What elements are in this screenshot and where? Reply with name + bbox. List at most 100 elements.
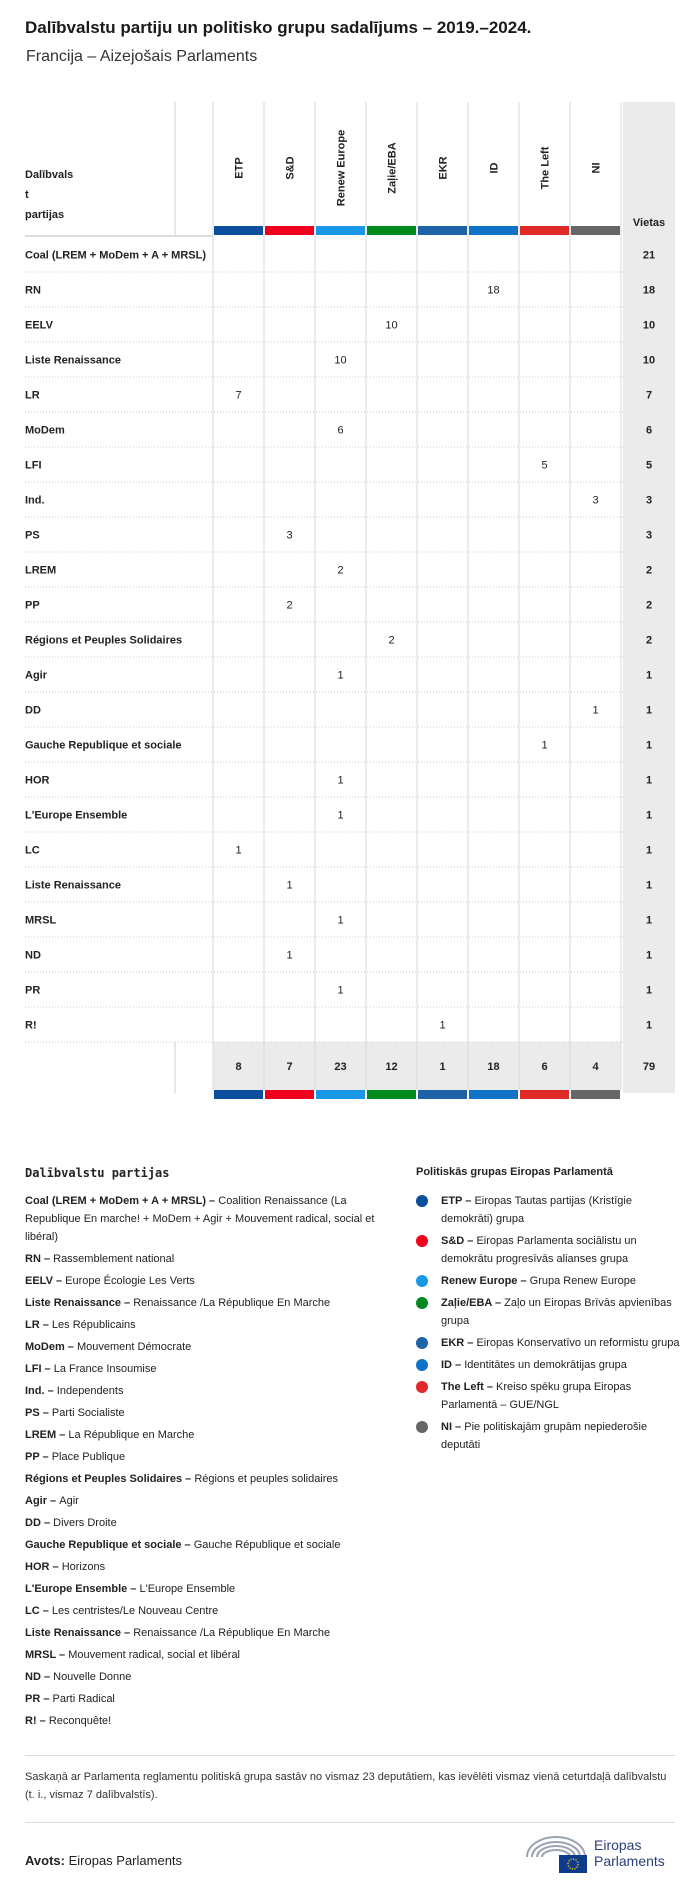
column-total-3: 12 (385, 1061, 397, 1073)
party-name: Régions et peuples solidaires (194, 1473, 339, 1485)
party-name: Europe Écologie Les Verts (65, 1275, 195, 1287)
row-label-2: EELV (25, 320, 54, 332)
cell-value-14-6: 1 (541, 740, 547, 752)
cell-value-8-1: 3 (286, 530, 292, 542)
row-total-6: 5 (646, 460, 652, 472)
group-header-1: S&D (285, 156, 297, 179)
row-label-16: L'Europe Ensemble (25, 810, 127, 822)
row-total-16: 1 (646, 810, 652, 822)
row-total-18: 1 (646, 880, 652, 892)
cell-value-6-6: 5 (541, 460, 547, 472)
group-color-bar-0 (214, 226, 263, 235)
group-color-dot-icon (416, 1297, 428, 1309)
group-color-bar-3 (367, 226, 416, 235)
party-name: Reconquête! (48, 1715, 112, 1727)
corner-label: Dalībvals (25, 169, 73, 181)
cell-value-16-2: 1 (337, 810, 343, 822)
row-label-4: LR (25, 390, 40, 402)
cell-value-12-2: 1 (337, 670, 343, 682)
row-label-0: Coal (LREM + MoDem + A + MRSL) (25, 250, 206, 262)
chart-title: Dalībvalstu partiju un politisko grupu s… (25, 18, 532, 37)
party-legend-item: ND – Nouvelle Donne (25, 1668, 375, 1686)
row-label-6: LFI (25, 460, 42, 472)
group-color-dot-icon (416, 1359, 428, 1371)
party-abbr: ND – (25, 1671, 54, 1683)
group-color-bar-7 (571, 226, 620, 235)
group-color-bar-2 (316, 226, 365, 235)
group-legend-item: NI – Pie politiskajām grupām nepiederoši… (416, 1418, 686, 1454)
party-abbr: Régions et Peuples Solidaires – (25, 1473, 195, 1485)
row-total-4: 7 (646, 390, 652, 402)
column-total-6: 6 (541, 1061, 547, 1073)
logo-line-2: Parlaments (594, 1853, 665, 1869)
column-total-4: 1 (439, 1061, 445, 1073)
party-abbr: Liste Renaissance – (25, 1627, 134, 1639)
group-color-bar-bottom-2 (316, 1090, 365, 1099)
party-name: Rassemblement national (53, 1253, 175, 1265)
cell-value-19-2: 1 (337, 915, 343, 927)
group-header-7: NI (591, 163, 603, 174)
row-label-7: Ind. (25, 495, 45, 507)
row-label-9: LREM (25, 565, 56, 577)
grand-total: 79 (643, 1061, 655, 1073)
logo-text: Eiropas Parlaments (594, 1837, 665, 1869)
logo-line-1: Eiropas (594, 1837, 642, 1853)
group-color-bar-bottom-7 (571, 1090, 620, 1099)
row-total-15: 1 (646, 775, 652, 787)
row-total-3: 10 (643, 355, 655, 367)
party-legend-item: Gauche Republique et sociale – Gauche Ré… (25, 1536, 375, 1554)
party-abbr: LR – (25, 1319, 52, 1331)
column-total-1: 7 (286, 1061, 292, 1073)
party-abbr: LFI – (25, 1363, 54, 1375)
source-value: Eiropas Parlaments (68, 1853, 183, 1868)
party-abbr: LREM – (25, 1429, 69, 1441)
group-name: Pie politiskajām grupām nepiederošie dep… (441, 1421, 648, 1451)
party-legend-item: Liste Renaissance – Renaissance /La Répu… (25, 1624, 375, 1642)
party-legend-title: Dalībvalstu partijas (25, 1166, 170, 1180)
row-total-14: 1 (646, 740, 652, 752)
party-name: Gauche République et sociale (193, 1539, 341, 1551)
cell-value-3-2: 10 (334, 355, 346, 367)
cell-value-18-1: 1 (286, 880, 292, 892)
group-legend-item: The Left – Kreiso spēku grupa Eiropas Pa… (416, 1378, 686, 1414)
party-name: Place Publique (51, 1451, 126, 1463)
cell-value-15-2: 1 (337, 775, 343, 787)
group-color-bar-bottom-6 (520, 1090, 569, 1099)
group-abbr: S&D – (441, 1235, 477, 1247)
row-label-3: Liste Renaissance (25, 355, 121, 367)
party-abbr: PS – (25, 1407, 52, 1419)
party-legend-item: Régions et Peuples Solidaires – Régions … (25, 1470, 375, 1488)
corner-label: partijas (25, 209, 64, 221)
party-legend-item: LFI – La France Insoumise (25, 1360, 375, 1378)
row-total-5: 6 (646, 425, 652, 437)
party-abbr: L'Europe Ensemble – (25, 1583, 140, 1595)
group-legend-item: ID – Identitātes un demokrātijas grupa (416, 1356, 686, 1374)
cell-value-11-3: 2 (388, 635, 394, 647)
group-color-bar-bottom-4 (418, 1090, 467, 1099)
group-color-bar-5 (469, 226, 518, 235)
cell-value-17-0: 1 (235, 845, 241, 857)
party-legend-item: HOR – Horizons (25, 1558, 375, 1576)
cell-value-21-2: 1 (337, 985, 343, 997)
group-abbr: Renew Europe – (441, 1275, 530, 1287)
group-color-dot-icon (416, 1275, 428, 1287)
group-color-bar-bottom-3 (367, 1090, 416, 1099)
column-total-5: 18 (487, 1061, 499, 1073)
cell-value-1-5: 18 (487, 285, 499, 297)
group-header-0: ETP (234, 157, 246, 178)
total-column-background (623, 102, 675, 1093)
group-name: Zaļo un Eiropas Brīvās apvienības grupa (441, 1297, 672, 1327)
party-legend-item: LC – Les centristes/Le Nouveau Centre (25, 1602, 375, 1620)
chart-subtitle: Francija – Aizejošais Parlaments (26, 48, 258, 65)
footnote: Saskaņā ar Parlamenta reglamentu politis… (25, 1771, 667, 1801)
group-name: Eiropas Konservatīvo un reformistu grupa (476, 1337, 680, 1349)
row-label-17: LC (25, 845, 40, 857)
party-abbr: PR – (25, 1693, 53, 1705)
group-abbr: ID – (441, 1359, 465, 1371)
party-legend-item: PP – Place Publique (25, 1448, 375, 1466)
group-abbr: EKR – (441, 1337, 477, 1349)
party-legend-item: PR – Parti Radical (25, 1690, 375, 1708)
row-label-10: PP (25, 600, 40, 612)
cell-value-4-0: 7 (235, 390, 241, 402)
